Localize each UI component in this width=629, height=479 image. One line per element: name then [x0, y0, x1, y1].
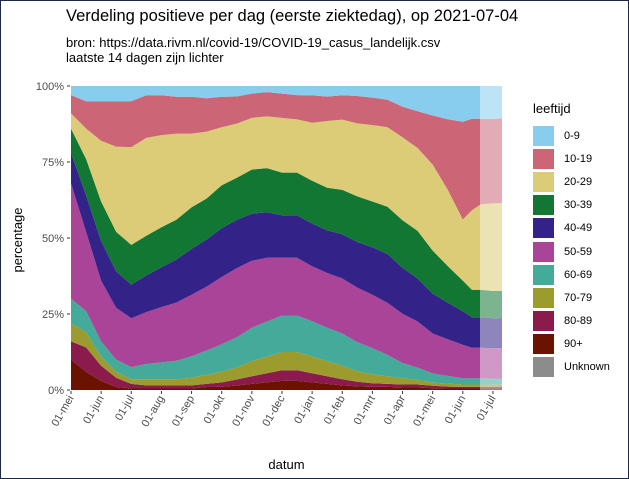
legend: leeftijd 0-9 10-19 20-29 30-39 40-49 50-59 60-… — [533, 101, 610, 379]
area-20-29 — [71, 113, 502, 292]
legend-title: leeftijd — [533, 101, 571, 116]
x-tick-label: 01-feb — [322, 394, 348, 427]
x-axis: 01-mei 01-jun 01-jul 01-aug 01-sep 01-okt 01-n… — [49, 391, 499, 430]
legend-item-40-49: 40-49 — [533, 217, 610, 240]
legend-label: 20-29 — [564, 175, 593, 188]
subtitle-note: laatste 14 dagen zijn lichter — [66, 50, 224, 65]
area-90plus — [71, 359, 502, 390]
x-tick-label: 01-dec — [260, 393, 287, 429]
x-tick-label: 01-aug — [139, 394, 167, 430]
x-tick-label: 01-jul — [475, 393, 499, 422]
legend-label: 90+ — [564, 338, 583, 351]
y-axis: 0% 25% 50% 75% 100% — [36, 81, 70, 397]
x-tick-label: 01-jun — [443, 394, 469, 426]
area-40-49 — [71, 152, 502, 349]
area-70-79 — [71, 323, 502, 387]
x-tick-label: 01-okt — [202, 394, 228, 426]
y-tick-label: 75% — [42, 157, 64, 169]
legend-item-90plus: 90+ — [533, 333, 610, 356]
legend-label: 60-69 — [564, 268, 593, 281]
y-tick-label: 25% — [42, 309, 64, 321]
x-tick-label: 01-sep — [170, 394, 197, 429]
legend-swatch — [533, 148, 554, 169]
legend-item-80-89: 80-89 — [533, 310, 610, 333]
x-tick-label: 01-jun — [81, 394, 107, 426]
legend-swatch — [533, 241, 554, 262]
x-axis-title: datum — [268, 457, 304, 472]
area-10-19 — [71, 92, 502, 220]
area-80-89 — [71, 341, 502, 389]
chart-subtitle: bron: https://data.rivm.nl/covid-19/COVI… — [66, 35, 440, 65]
subtitle-source: bron: https://data.rivm.nl/covid-19/COVI… — [66, 35, 441, 50]
legend-swatch — [533, 171, 554, 192]
legend-item-50-59: 50-59 — [533, 240, 610, 263]
x-tick-label: 01-jan — [292, 394, 318, 426]
y-tick-label: 0% — [48, 385, 64, 397]
legend-swatch — [533, 264, 554, 285]
area-50-59 — [71, 183, 502, 379]
legend-label: 0-9 — [564, 129, 580, 142]
area-30-39 — [71, 128, 502, 319]
legend-item-70-79: 70-79 — [533, 286, 610, 309]
x-tick-label: 01-nov — [230, 393, 257, 429]
legend-item-60-69: 60-69 — [533, 263, 610, 286]
legend-item-20-29: 20-29 — [533, 170, 610, 193]
legend-swatch — [533, 311, 554, 332]
x-tick-label: 01-mei — [411, 394, 438, 429]
y-tick-label: 100% — [36, 81, 64, 93]
area-0-9 — [71, 86, 502, 122]
legend-swatch — [533, 287, 554, 308]
legend-label: Unknown — [564, 361, 610, 374]
legend-swatch — [533, 218, 554, 239]
lighter-last-14-days — [479, 86, 502, 390]
legend-swatch — [533, 195, 554, 216]
legend-item-10-19: 10-19 — [533, 147, 610, 170]
x-tick-label: 01-apr — [382, 393, 408, 427]
legend-item-0-9: 0-9 — [533, 124, 610, 147]
x-tick-label: 01-mrt — [352, 394, 378, 428]
legend-label: 80-89 — [564, 315, 593, 328]
legend-item-30-39: 30-39 — [533, 194, 610, 217]
legend-items: 0-9 10-19 20-29 30-39 40-49 50-59 60-69 70-79 80… — [533, 124, 610, 379]
legend-swatch — [533, 125, 554, 146]
area-60-69 — [71, 298, 502, 385]
legend-label: 30-39 — [564, 199, 593, 212]
legend-label: 40-49 — [564, 222, 593, 235]
area-series-group — [71, 86, 502, 390]
y-tick-label: 50% — [42, 233, 64, 245]
legend-swatch — [533, 334, 554, 355]
legend-label: 10-19 — [564, 152, 593, 165]
x-tick-label: 01-mei — [49, 394, 76, 429]
x-tick-label: 01-jul — [113, 394, 137, 423]
lighter-overlay-group — [479, 86, 502, 390]
chart-title: Verdeling positieve per dag (eerste ziek… — [66, 7, 519, 25]
y-axis-title: percentage — [10, 207, 25, 272]
legend-swatch — [533, 357, 554, 378]
legend-label: 50-59 — [564, 245, 593, 258]
legend-label: 70-79 — [564, 291, 593, 304]
legend-item-unknown: Unknown — [533, 356, 610, 379]
